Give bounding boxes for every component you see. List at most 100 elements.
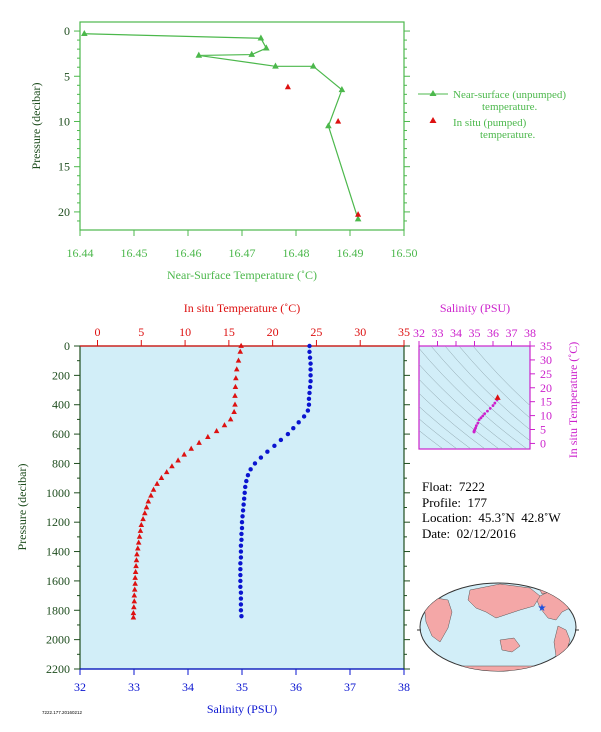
- near-surface-temperature-point: [195, 51, 203, 58]
- p1-y-tick-label: 20: [58, 205, 70, 219]
- p1-y-tick-label: 0: [64, 24, 70, 38]
- p2-series-group: [130, 342, 313, 620]
- density-contour-line: [419, 378, 500, 449]
- density-contour-line: [419, 347, 528, 449]
- p2-top-tick-label: 0: [95, 325, 101, 339]
- p3-x-tick-label: 32: [413, 326, 425, 340]
- salinity-profile-point: [306, 402, 312, 407]
- temperature-profile-point: [142, 510, 148, 516]
- salinity-profile-point: [240, 514, 245, 519]
- temperature-profile-point: [133, 563, 139, 569]
- density-contour-line: [419, 364, 514, 449]
- ts-point: [476, 421, 480, 425]
- temperature-profile-point: [232, 392, 238, 398]
- density-contour-line: [458, 346, 530, 419]
- ts-point: [481, 414, 485, 418]
- temperature-profile-point: [135, 545, 141, 551]
- temperature-profile-point: [205, 433, 211, 439]
- p2-top-tick-label: 10: [179, 325, 191, 339]
- p3-y-tick-label: 25: [540, 367, 552, 381]
- ts-point: [486, 409, 489, 413]
- p2-y-tick-label: 600: [52, 427, 70, 441]
- temperature-profile-point: [232, 401, 238, 407]
- salinity-profile-point: [238, 566, 243, 572]
- temperature-profile-point: [140, 516, 146, 522]
- near-surface-temperature-point: [354, 215, 362, 222]
- temperature-profile-point: [134, 551, 140, 557]
- salinity-profile-point: [240, 508, 246, 513]
- legend-label-unpumped-1: Near-surface (unpumped): [453, 89, 566, 101]
- temperature-profile-point: [137, 527, 144, 533]
- land-africa-europe: [423, 597, 453, 643]
- temperature-profile-point: [188, 445, 194, 451]
- p2-plot-background: [79, 345, 405, 670]
- p2-y-tick-label: 1600: [46, 574, 70, 588]
- salinity-profile-point: [272, 443, 277, 449]
- salinity-profile-point: [239, 613, 244, 619]
- salinity-profile-point: [238, 561, 243, 566]
- temperature-profile-point: [145, 498, 152, 504]
- density-contour-line: [419, 406, 472, 449]
- near-surface-temperature-point: [325, 122, 332, 129]
- salinity-profile-point: [239, 519, 245, 525]
- p2-y-tick-label: 1200: [46, 515, 70, 529]
- p3-x-tick-label: 34: [450, 326, 462, 340]
- p3-x-tick-label: 37: [506, 326, 518, 340]
- near-surface-temperature-point: [248, 50, 256, 57]
- salinity-profile-point: [239, 531, 244, 537]
- near-surface-temperature-point: [338, 86, 346, 93]
- salinity-profile-point: [241, 496, 247, 501]
- p3-y-tick-label: 30: [540, 353, 552, 367]
- p3-y-tick-label: 5: [540, 423, 546, 437]
- salinity-profile-point: [265, 449, 270, 454]
- p2-bottom-tick-label: 37: [344, 680, 356, 694]
- float-location: Location: 45.3˚N 42.8˚W: [422, 510, 561, 525]
- salinity-profile-point: [239, 537, 244, 542]
- temperature-profile-point: [221, 422, 228, 428]
- salinity-profile-point: [238, 584, 243, 589]
- salinity-profile-point: [278, 437, 284, 443]
- world-map: ★: [417, 582, 579, 672]
- p2-y-axis-label: Pressure (decibar): [15, 464, 29, 551]
- p2-y-tick-label: 1800: [46, 603, 70, 617]
- temperature-profile-point: [132, 580, 138, 586]
- density-contour-line: [430, 346, 530, 442]
- legend-label-pumped-2: temperature.: [480, 129, 536, 141]
- temperature-profile-point: [131, 592, 138, 598]
- temperature-profile-point: [213, 427, 220, 434]
- salinity-profile-point: [238, 555, 244, 560]
- near-surface-temperature-point: [81, 29, 88, 37]
- salinity-profile-point: [285, 431, 291, 437]
- land-antarctica: [429, 665, 571, 671]
- p2-bottom-tick-label: 38: [398, 680, 410, 694]
- ts-point: [491, 404, 495, 407]
- salinity-profile-point: [307, 343, 312, 349]
- temperature-profile-point: [132, 568, 139, 575]
- temperature-profile-point: [233, 375, 239, 381]
- salinity-profile-point: [307, 349, 312, 355]
- density-contours: [419, 346, 530, 449]
- salinity-profile-point: [248, 467, 253, 472]
- p3-plot-background: [418, 345, 531, 450]
- temperature-profile-point: [232, 383, 239, 390]
- temperature-profile-point: [238, 342, 244, 348]
- p2-bottom-axis-label: Salinity (PSU): [207, 702, 277, 716]
- temperature-profile-point: [135, 539, 142, 545]
- temperature-profile-point: [133, 557, 140, 563]
- float-info-panel: Float: 7222 Profile: 177 Location: 45.3˚…: [422, 479, 561, 541]
- salinity-profile-point: [238, 578, 243, 584]
- salinity-profile-point: [308, 361, 313, 366]
- temperature-profile-point: [181, 451, 187, 457]
- p3-series-group: [472, 394, 501, 434]
- salinity-profile-point: [301, 414, 307, 419]
- salinity-profile-point: [296, 420, 301, 425]
- p1-x-tick-label: 16.46: [175, 246, 202, 260]
- p2-bottom-tick-label: 35: [236, 680, 248, 694]
- p1-legend: Near-surface (unpumped) temperature. In …: [418, 89, 566, 141]
- in-situ-temperature-point: [355, 211, 362, 217]
- p2-bottom-tick-label: 33: [128, 680, 140, 694]
- temperature-profile-point: [235, 357, 242, 363]
- ts-point: [493, 401, 497, 405]
- salinity-profile-point: [252, 461, 258, 466]
